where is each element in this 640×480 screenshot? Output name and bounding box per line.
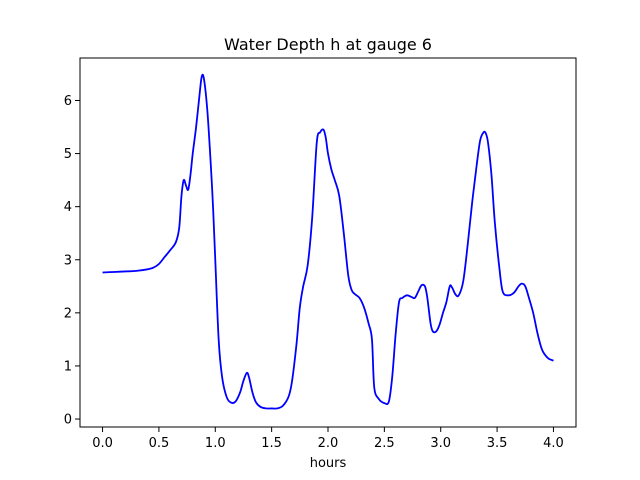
y-tick-label: 2 [64,306,72,321]
x-axis-ticks: 0.0 0.5 1.0 1.5 2.0 2.5 3.0 3.5 4.0 [92,427,564,451]
x-tick-label: 1.0 [205,436,226,451]
axes-frame [79,57,577,428]
plot-series [102,73,554,410]
x-tick-label: 3.5 [487,436,508,451]
y-tick-label: 6 [64,94,72,109]
y-axis-ticks: 0 1 2 3 4 5 6 [64,94,80,428]
x-tick-label: 2.5 [374,436,395,451]
x-tick-label: 2.0 [318,436,339,451]
x-tick-label: 3.0 [430,436,451,451]
y-tick-label: 3 [64,253,72,268]
water-depth-line [102,73,554,410]
chart-title: Water Depth h at gauge 6 [224,35,432,54]
x-tick-label: 1.5 [261,436,282,451]
y-tick-label: 5 [64,147,72,162]
y-tick-label: 0 [64,413,72,428]
x-tick-label: 0.0 [92,436,113,451]
x-tick-label: 0.5 [149,436,170,451]
x-tick-label: 4.0 [543,436,564,451]
y-tick-label: 1 [64,359,72,374]
x-axis-label: hours [310,456,347,471]
y-tick-label: 4 [64,200,72,215]
